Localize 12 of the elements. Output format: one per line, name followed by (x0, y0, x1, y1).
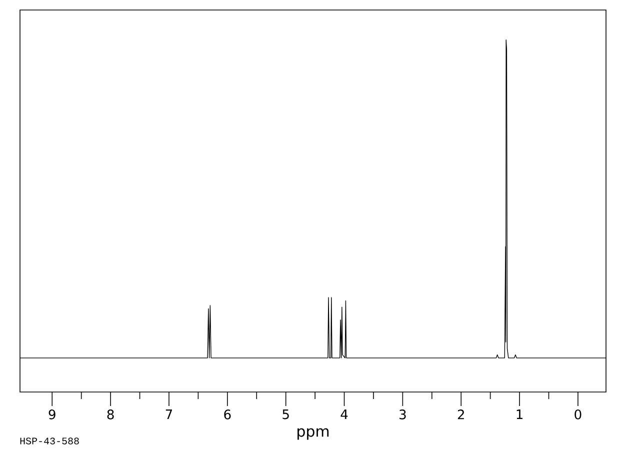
x-tick-label: 1 (516, 410, 522, 420)
x-axis-title: ppm (298, 428, 329, 440)
x-tick-label: 6 (224, 410, 231, 420)
x-tick-label: 7 (166, 410, 172, 420)
x-tick-label: 8 (107, 410, 114, 420)
text: HSP-43-588 (20, 438, 79, 444)
x-tick-label: 0 (574, 410, 582, 420)
x-tick-label: 5 (282, 410, 289, 420)
x-tick-label: 2 (458, 410, 464, 420)
x-tick-label: 3 (400, 410, 406, 420)
x-tick-label: 4 (340, 410, 348, 420)
x-tick-label: 9 (48, 410, 56, 420)
